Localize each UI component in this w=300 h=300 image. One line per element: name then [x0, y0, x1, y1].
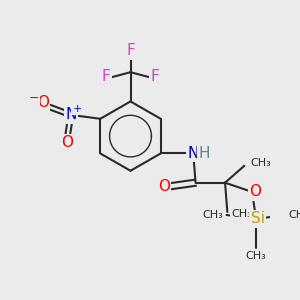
Text: F: F: [126, 43, 135, 58]
Text: O: O: [37, 95, 49, 110]
Text: +: +: [72, 104, 82, 114]
Text: −: −: [28, 92, 39, 104]
Text: F: F: [101, 69, 110, 84]
Text: H: H: [198, 146, 210, 161]
Text: O: O: [249, 184, 261, 200]
Text: O: O: [158, 179, 170, 194]
Text: CH₃: CH₃: [250, 158, 272, 168]
Text: F: F: [151, 69, 160, 84]
Text: CH₃: CH₃: [231, 209, 252, 219]
Text: O: O: [61, 135, 73, 150]
Text: N: N: [65, 107, 76, 122]
Text: N: N: [188, 146, 199, 161]
Text: CH₃: CH₃: [246, 251, 266, 261]
Text: Si: Si: [250, 212, 265, 226]
Text: CH₃: CH₃: [203, 210, 224, 220]
Text: CH₃: CH₃: [289, 210, 300, 220]
